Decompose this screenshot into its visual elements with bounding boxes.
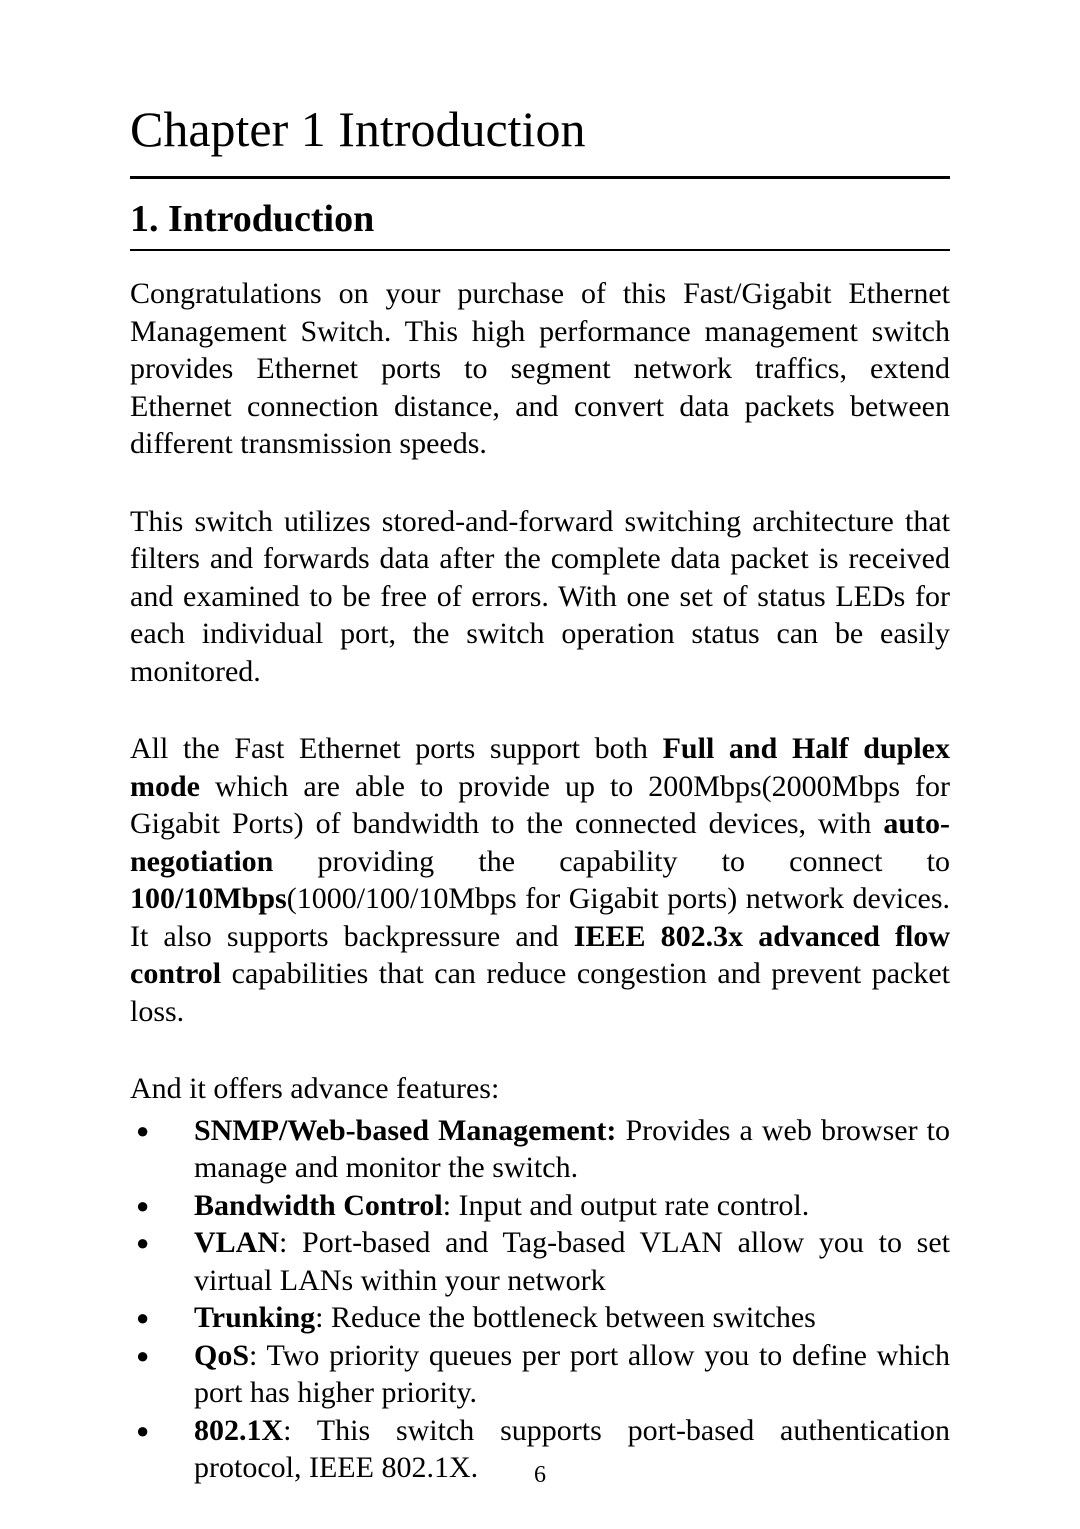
paragraph-1: Congratulations on your purchase of this…	[130, 275, 950, 463]
feature-label: QoS	[194, 1339, 249, 1372]
chapter-rule	[130, 176, 950, 179]
section-number: 1.	[130, 198, 159, 240]
feature-desc: : Reduce the bottleneck between switches	[315, 1301, 816, 1334]
page-number: 6	[0, 1462, 1080, 1489]
bullet-icon: ●	[130, 1187, 194, 1224]
section-heading-text: Introduction	[168, 198, 374, 240]
list-item-text: Trunking: Reduce the bottleneck between …	[194, 1299, 950, 1337]
feature-label: Trunking	[194, 1301, 315, 1334]
feature-desc: : Input and output rate control.	[443, 1189, 810, 1222]
features-intro: And it offers advance features:	[130, 1070, 950, 1108]
section-rule	[130, 249, 950, 251]
bullet-icon: ●	[130, 1412, 194, 1449]
bullet-icon: ●	[130, 1224, 194, 1261]
list-item-text: VLAN: Port-based and Tag-based VLAN allo…	[194, 1224, 950, 1299]
paragraph-3: All the Fast Ethernet ports support both…	[130, 730, 950, 1030]
list-item-text: Bandwidth Control: Input and output rate…	[194, 1187, 950, 1225]
list-item: ● Bandwidth Control: Input and output ra…	[130, 1187, 950, 1225]
list-item-text: QoS: Two priority queues per port allow …	[194, 1337, 950, 1412]
features-list: ● SNMP/Web-based Management: Provides a …	[130, 1112, 950, 1487]
p3-text-2: which are able to provide up to 200Mbps(…	[130, 770, 950, 841]
feature-desc: : Two priority queues per port allow you…	[194, 1339, 950, 1410]
feature-label: Bandwidth Control	[194, 1189, 443, 1222]
paragraph-2: This switch utilizes stored-and-forward …	[130, 503, 950, 691]
list-item: ● QoS: Two priority queues per port allo…	[130, 1337, 950, 1412]
feature-label: VLAN	[194, 1226, 279, 1259]
list-item: ● Trunking: Reduce the bottleneck betwee…	[130, 1299, 950, 1337]
p3-text-5: capabilities that can reduce congestion …	[130, 957, 950, 1028]
feature-desc: : Port-based and Tag-based VLAN allow yo…	[194, 1226, 950, 1297]
list-item: ● VLAN: Port-based and Tag-based VLAN al…	[130, 1224, 950, 1299]
document-page: Chapter 1 Introduction 1. Introduction C…	[0, 0, 1080, 1529]
bullet-icon: ●	[130, 1112, 194, 1149]
list-item-text: SNMP/Web-based Management: Provides a we…	[194, 1112, 950, 1187]
list-item: ● SNMP/Web-based Management: Provides a …	[130, 1112, 950, 1187]
p3-text-3: providing the capability to connect to	[273, 845, 950, 878]
bullet-icon: ●	[130, 1299, 194, 1336]
feature-label: SNMP/Web-based Management:	[194, 1114, 616, 1147]
section-title: 1. Introduction	[130, 197, 950, 241]
feature-label: 802.1X	[194, 1414, 283, 1447]
bullet-icon: ●	[130, 1337, 194, 1374]
chapter-title: Chapter 1 Introduction	[130, 100, 950, 166]
p3-bold-3: 100/10Mbps	[130, 882, 287, 915]
p3-text-1: All the Fast Ethernet ports support both	[130, 732, 663, 765]
